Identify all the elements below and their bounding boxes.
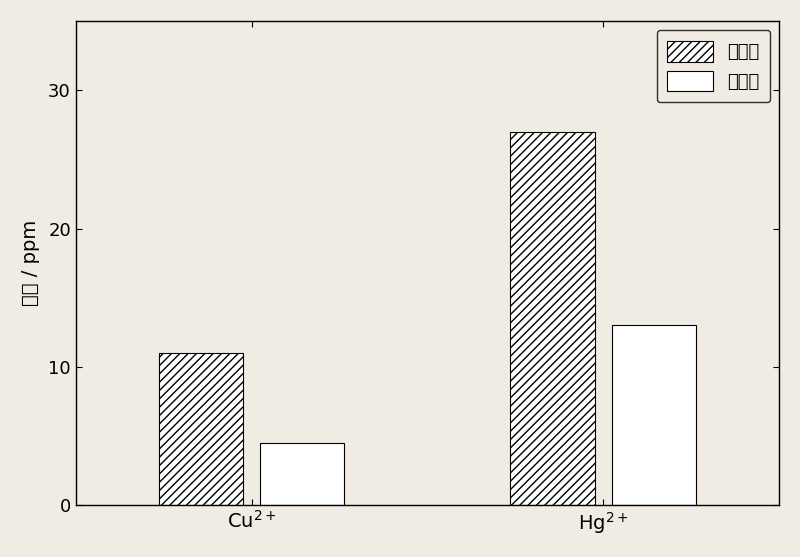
Y-axis label: 浓度 / ppm: 浓度 / ppm <box>21 220 40 306</box>
Bar <box>612 325 696 505</box>
Bar <box>260 443 345 505</box>
Legend: 吸附前, 吸附后: 吸附前, 吸附后 <box>657 30 770 102</box>
Bar <box>158 353 243 505</box>
Bar <box>510 131 595 505</box>
